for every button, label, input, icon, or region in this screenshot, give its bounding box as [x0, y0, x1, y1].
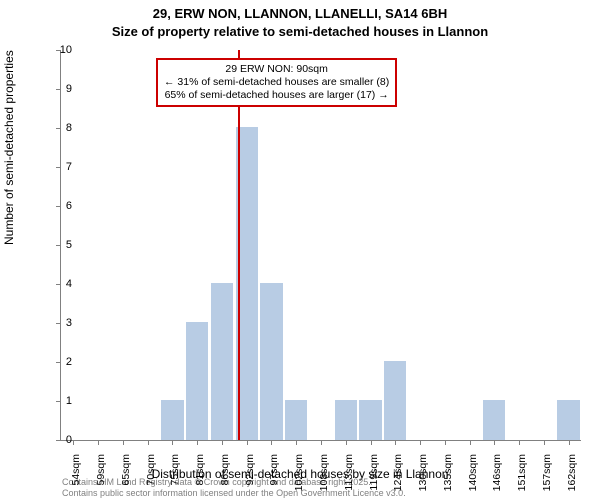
y-tick [56, 245, 61, 246]
y-tick-label: 1 [66, 395, 72, 407]
property-marker-line [238, 50, 240, 440]
y-tick-label: 0 [66, 434, 72, 446]
x-tick [172, 440, 173, 445]
x-tick [247, 440, 248, 445]
x-tick-label: 124sqm [392, 454, 404, 491]
y-tick-label: 4 [66, 278, 72, 290]
x-tick-label: 119sqm [368, 454, 380, 491]
y-tick [56, 206, 61, 207]
x-tick [148, 440, 149, 445]
x-tick [420, 440, 421, 445]
x-tick-label: 162sqm [566, 454, 578, 491]
x-tick-label: 86sqm [219, 454, 231, 486]
histogram-bar [285, 400, 307, 440]
x-tick-label: 54sqm [70, 454, 82, 486]
x-tick [271, 440, 272, 445]
y-tick [56, 401, 61, 402]
histogram-bar [260, 283, 282, 440]
y-tick [56, 284, 61, 285]
x-tick-label: 135sqm [442, 454, 454, 491]
y-tick-label: 6 [66, 200, 72, 212]
y-tick-label: 9 [66, 83, 72, 95]
y-tick [56, 128, 61, 129]
x-tick-label: 92sqm [244, 454, 256, 486]
y-axis-label: Number of semi-detached properties [2, 50, 16, 245]
x-tick-label: 97sqm [268, 454, 280, 486]
annotation-line: 65% of semi-detached houses are larger (… [164, 89, 389, 102]
y-tick-label: 2 [66, 356, 72, 368]
y-tick [56, 323, 61, 324]
y-tick [56, 167, 61, 168]
plot-area: 29 ERW NON: 90sqm← 31% of semi-detached … [60, 50, 581, 441]
histogram-bar [161, 400, 183, 440]
x-tick-label: 108sqm [318, 454, 330, 491]
annotation-line: 29 ERW NON: 90sqm [164, 63, 389, 76]
chart-container: 29, ERW NON, LLANNON, LLANELLI, SA14 6BH… [0, 0, 600, 500]
x-tick [73, 440, 74, 445]
x-tick-label: 130sqm [417, 454, 429, 491]
histogram-bar [384, 361, 406, 440]
x-tick [494, 440, 495, 445]
y-tick-label: 8 [66, 122, 72, 134]
y-tick [56, 440, 61, 441]
x-tick [98, 440, 99, 445]
y-tick-label: 7 [66, 161, 72, 173]
x-tick-label: 146sqm [491, 454, 503, 491]
x-tick [371, 440, 372, 445]
x-tick-label: 75sqm [169, 454, 181, 486]
x-tick [197, 440, 198, 445]
chart-title-line1: 29, ERW NON, LLANNON, LLANELLI, SA14 6BH [0, 6, 600, 21]
x-tick [519, 440, 520, 445]
y-tick [56, 362, 61, 363]
x-tick [569, 440, 570, 445]
x-tick-label: 140sqm [467, 454, 479, 491]
y-tick-label: 10 [60, 44, 72, 56]
x-tick-label: 70sqm [145, 454, 157, 486]
x-tick [346, 440, 347, 445]
x-tick [470, 440, 471, 445]
x-tick-label: 65sqm [120, 454, 132, 486]
x-tick [395, 440, 396, 445]
chart-title-line2: Size of property relative to semi-detach… [0, 24, 600, 39]
x-tick-label: 81sqm [194, 454, 206, 486]
x-tick-label: 59sqm [95, 454, 107, 486]
histogram-bar [557, 400, 579, 440]
x-tick-label: 113sqm [343, 454, 355, 491]
histogram-bar [483, 400, 505, 440]
annotation-box: 29 ERW NON: 90sqm← 31% of semi-detached … [156, 58, 397, 107]
histogram-bar [211, 283, 233, 440]
x-tick-label: 102sqm [293, 454, 305, 491]
x-tick [123, 440, 124, 445]
x-tick [296, 440, 297, 445]
x-tick [544, 440, 545, 445]
x-tick-label: 157sqm [541, 454, 553, 491]
annotation-line: ← 31% of semi-detached houses are smalle… [164, 76, 389, 89]
x-tick-label: 151sqm [516, 454, 528, 491]
x-tick [445, 440, 446, 445]
y-tick [56, 89, 61, 90]
histogram-bar [359, 400, 381, 440]
y-tick-label: 5 [66, 239, 72, 251]
histogram-bar [186, 322, 208, 440]
y-tick-label: 3 [66, 317, 72, 329]
x-tick [321, 440, 322, 445]
histogram-bar [335, 400, 357, 440]
x-tick [222, 440, 223, 445]
